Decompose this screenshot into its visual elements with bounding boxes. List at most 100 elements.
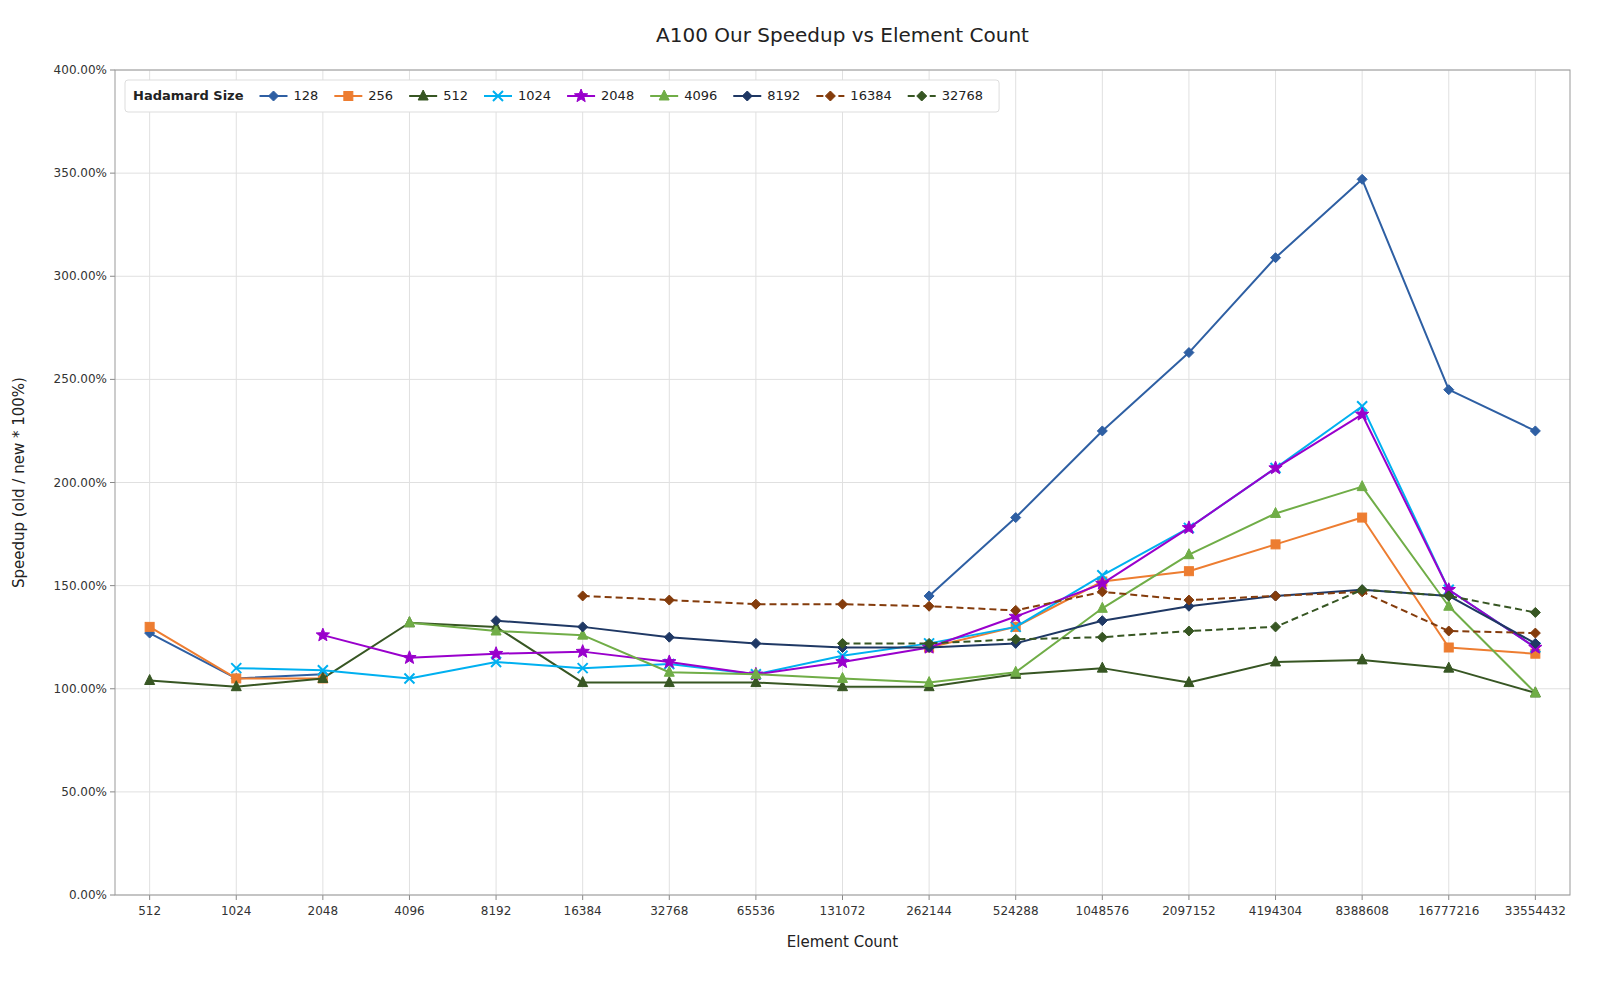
point bbox=[489, 647, 502, 660]
point bbox=[578, 591, 588, 601]
legend-marker bbox=[742, 91, 752, 101]
series-line bbox=[409, 487, 1535, 693]
series bbox=[838, 585, 1541, 649]
point bbox=[578, 677, 588, 687]
x-grid-line bbox=[236, 70, 237, 895]
x-tick-label: 65536 bbox=[737, 904, 775, 918]
legend-marker bbox=[344, 92, 353, 101]
series bbox=[145, 617, 1541, 697]
x-tick bbox=[1448, 895, 1449, 900]
series-line bbox=[323, 414, 1536, 674]
point bbox=[1097, 616, 1107, 626]
y-tick bbox=[110, 276, 115, 277]
point bbox=[1184, 348, 1194, 358]
point bbox=[924, 638, 934, 648]
legend-box bbox=[125, 80, 999, 112]
x-tick-label: 33554432 bbox=[1505, 904, 1566, 918]
point bbox=[1097, 662, 1107, 672]
point bbox=[1271, 591, 1281, 601]
x-grid-line bbox=[1275, 70, 1276, 895]
axes: 0.00%50.00%100.00%150.00%200.00%250.00%3… bbox=[54, 63, 1570, 918]
point bbox=[1011, 605, 1021, 615]
series bbox=[145, 174, 1541, 683]
point bbox=[1357, 174, 1367, 184]
data bbox=[145, 174, 1542, 697]
legend-marker bbox=[917, 91, 927, 101]
point bbox=[664, 677, 674, 687]
point bbox=[1184, 567, 1193, 576]
point bbox=[318, 665, 328, 675]
point bbox=[491, 625, 501, 635]
point bbox=[145, 622, 154, 631]
legend-marker bbox=[269, 91, 279, 101]
x-grid-line bbox=[1102, 70, 1103, 895]
point bbox=[751, 669, 761, 679]
y-tick-label: 250.00% bbox=[54, 372, 107, 386]
series bbox=[231, 401, 1540, 683]
x-tick-label: 1024 bbox=[221, 904, 252, 918]
y-tick-label: 150.00% bbox=[54, 579, 107, 593]
legend-entry: 32768 bbox=[942, 88, 983, 103]
legend-marker bbox=[418, 90, 428, 100]
point bbox=[1444, 643, 1453, 652]
series-line bbox=[843, 590, 1536, 644]
x-grid-line bbox=[929, 70, 930, 895]
y-tick-label: 100.00% bbox=[54, 682, 107, 696]
x-tick bbox=[842, 895, 843, 900]
x-grid-line bbox=[322, 70, 323, 895]
point bbox=[1444, 600, 1454, 610]
legend-marker bbox=[825, 91, 835, 101]
point bbox=[664, 632, 674, 642]
point bbox=[1530, 638, 1540, 648]
legend-entry: 128 bbox=[294, 88, 319, 103]
point bbox=[1271, 507, 1281, 517]
point bbox=[924, 601, 934, 611]
point bbox=[1184, 595, 1194, 605]
x-tick-label: 8388608 bbox=[1335, 904, 1388, 918]
point bbox=[1271, 622, 1281, 632]
legend-entry: 1024 bbox=[518, 88, 551, 103]
point bbox=[1269, 461, 1282, 474]
series bbox=[316, 407, 1542, 680]
y-tick bbox=[110, 688, 115, 689]
x-grid-line bbox=[1188, 70, 1189, 895]
legend-entry: 4096 bbox=[684, 88, 717, 103]
series bbox=[491, 585, 1540, 653]
point bbox=[1097, 602, 1107, 612]
point bbox=[231, 663, 241, 673]
legend: Hadamard Size128256512102420484096819216… bbox=[125, 80, 999, 112]
x-grid-line bbox=[582, 70, 583, 895]
x-tick bbox=[1362, 895, 1363, 900]
point bbox=[836, 655, 849, 668]
x-tick bbox=[1188, 895, 1189, 900]
point bbox=[1011, 622, 1021, 632]
point bbox=[751, 599, 761, 609]
x-tick-label: 512 bbox=[138, 904, 161, 918]
x-tick-label: 4096 bbox=[394, 904, 425, 918]
title: A100 Our Speedup vs Element Count bbox=[656, 23, 1029, 47]
point bbox=[1184, 677, 1194, 687]
x-grid-line bbox=[409, 70, 410, 895]
point bbox=[1530, 628, 1540, 638]
point bbox=[924, 677, 934, 687]
y-tick-label: 50.00% bbox=[61, 785, 107, 799]
point bbox=[924, 591, 934, 601]
x-grid-line bbox=[842, 70, 843, 895]
legend-entry: 8192 bbox=[767, 88, 800, 103]
x-grid-line bbox=[1448, 70, 1449, 895]
y-tick-label: 0.00% bbox=[69, 888, 107, 902]
point bbox=[1271, 540, 1280, 549]
x-tick bbox=[149, 895, 150, 900]
x-tick-label: 2097152 bbox=[1162, 904, 1215, 918]
point bbox=[1184, 626, 1194, 636]
x-grid-line bbox=[669, 70, 670, 895]
x-tick-label: 524288 bbox=[993, 904, 1039, 918]
point bbox=[1444, 662, 1454, 672]
point bbox=[1444, 626, 1454, 636]
point bbox=[1011, 634, 1021, 644]
series-line bbox=[150, 518, 1536, 679]
x-tick bbox=[929, 895, 930, 900]
point bbox=[1444, 591, 1454, 601]
legend-entry: 256 bbox=[368, 88, 393, 103]
x-tick bbox=[1535, 895, 1536, 900]
